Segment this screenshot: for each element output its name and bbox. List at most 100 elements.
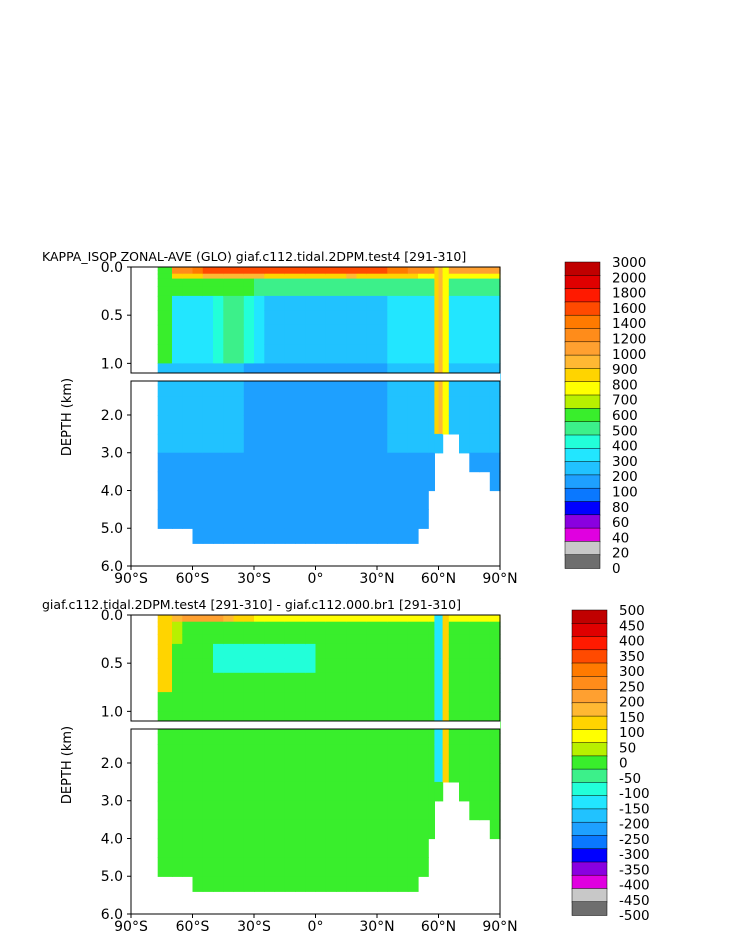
heatmap-cell bbox=[387, 692, 399, 712]
heatmap-cell bbox=[223, 876, 235, 892]
x-tick-label: 60°N bbox=[421, 571, 456, 587]
heatmap-cell bbox=[366, 324, 378, 345]
heatmap-cell bbox=[459, 273, 470, 280]
colorbar-swatch bbox=[564, 301, 601, 316]
heatmap-cell bbox=[442, 273, 450, 280]
heatmap-cell bbox=[377, 452, 388, 473]
heatmap-cell bbox=[448, 672, 460, 693]
heatmap-cell bbox=[233, 744, 245, 764]
heatmap-cell bbox=[377, 509, 388, 529]
heatmap-cell bbox=[264, 295, 276, 311]
heatmap-cell bbox=[315, 286, 327, 297]
heatmap-cell bbox=[315, 490, 327, 510]
heatmap-cell bbox=[274, 384, 286, 397]
heatmap-cell bbox=[243, 278, 255, 287]
heatmap-cell bbox=[407, 490, 419, 510]
heatmap-cell bbox=[442, 269, 450, 275]
heatmap-cell bbox=[407, 621, 419, 628]
heatmap-cell bbox=[377, 763, 388, 783]
heatmap-cell bbox=[407, 838, 419, 858]
heatmap-cell bbox=[284, 324, 296, 345]
heatmap-cell bbox=[407, 273, 419, 280]
heatmap-cell bbox=[295, 396, 306, 416]
heatmap-cell bbox=[434, 273, 440, 280]
heatmap-cell bbox=[418, 490, 429, 510]
x-tick-label: 0° bbox=[308, 919, 324, 935]
heatmap-cell bbox=[448, 396, 460, 416]
heatmap-cell bbox=[448, 324, 460, 345]
heatmap-cell bbox=[448, 643, 460, 659]
heatmap-cell bbox=[489, 800, 501, 821]
heatmap-cell bbox=[325, 838, 337, 858]
heatmap-cell bbox=[448, 692, 460, 712]
heatmap-cell bbox=[489, 269, 501, 275]
heatmap-cell bbox=[223, 744, 235, 764]
heatmap-cell bbox=[434, 267, 440, 271]
heatmap-cell bbox=[254, 617, 265, 623]
heatmap-cell bbox=[418, 433, 429, 454]
y-tick-label: 0.0 bbox=[101, 608, 123, 624]
heatmap-cell bbox=[172, 658, 183, 674]
heatmap-cell bbox=[157, 286, 173, 297]
heatmap-cell bbox=[213, 344, 224, 364]
heatmap-cell bbox=[448, 269, 460, 275]
y-tick-label: 0.5 bbox=[101, 656, 123, 672]
heatmap-cell bbox=[366, 278, 378, 287]
heatmap-cell bbox=[336, 615, 347, 619]
heatmap-cell bbox=[305, 643, 317, 659]
heatmap-cell bbox=[442, 324, 450, 345]
heatmap-cell bbox=[377, 295, 388, 311]
heatmap-cell bbox=[264, 509, 276, 529]
heatmap-cell bbox=[366, 344, 378, 364]
heatmap-cell bbox=[366, 692, 378, 712]
heatmap-cell bbox=[157, 626, 173, 635]
heatmap-cell bbox=[418, 763, 429, 783]
heatmap-cell bbox=[407, 396, 419, 416]
colorbar-swatch bbox=[571, 861, 608, 877]
heatmap-cell bbox=[202, 295, 214, 311]
heatmap-cell bbox=[172, 617, 183, 623]
heatmap-cell bbox=[254, 433, 265, 454]
heatmap-cell bbox=[274, 876, 286, 892]
chart-title: KAPPA_ISOP ZONAL-AVE (GLO) giaf.c112.tid… bbox=[42, 249, 466, 264]
heatmap-cell bbox=[315, 471, 327, 492]
heatmap-cell bbox=[315, 295, 327, 311]
heatmap-cell bbox=[442, 643, 450, 659]
heatmap-cell bbox=[366, 658, 378, 674]
heatmap-cell bbox=[264, 857, 276, 877]
heatmap-cell bbox=[325, 763, 337, 783]
heatmap-cell bbox=[397, 744, 409, 764]
heatmap-cell bbox=[489, 621, 501, 628]
heatmap-cell bbox=[305, 509, 317, 529]
heatmap-cell bbox=[418, 286, 429, 297]
colorbar-swatch bbox=[571, 662, 608, 678]
heatmap-cell bbox=[264, 876, 276, 892]
heatmap-cell bbox=[366, 838, 378, 858]
heatmap-cell bbox=[397, 452, 409, 473]
heatmap-cell bbox=[157, 643, 173, 659]
heatmap-cell bbox=[459, 415, 470, 435]
heatmap-cell bbox=[295, 490, 306, 510]
colorbar-label: 600 bbox=[612, 408, 638, 424]
heatmap-cell bbox=[356, 278, 368, 287]
heatmap-cell bbox=[387, 433, 399, 454]
heatmap-cell bbox=[428, 692, 435, 712]
heatmap-cell bbox=[172, 433, 183, 454]
heatmap-cell bbox=[182, 643, 194, 659]
heatmap-cell bbox=[448, 344, 460, 364]
heatmap-cell bbox=[264, 838, 276, 858]
heatmap-cell bbox=[157, 273, 173, 280]
colorbar-swatch bbox=[571, 715, 608, 731]
heatmap-cell bbox=[223, 396, 235, 416]
colorbar-swatch bbox=[564, 421, 601, 436]
heatmap-cell bbox=[479, 634, 491, 645]
heatmap-cell bbox=[243, 396, 255, 416]
heatmap-cell bbox=[356, 324, 368, 345]
heatmap-cell bbox=[377, 732, 388, 745]
heatmap-cell bbox=[366, 396, 378, 416]
heatmap-cell bbox=[407, 857, 419, 877]
heatmap-cell bbox=[442, 267, 450, 271]
heatmap-cell bbox=[336, 800, 347, 821]
heatmap-cell bbox=[418, 273, 429, 280]
heatmap-cell bbox=[479, 744, 491, 764]
